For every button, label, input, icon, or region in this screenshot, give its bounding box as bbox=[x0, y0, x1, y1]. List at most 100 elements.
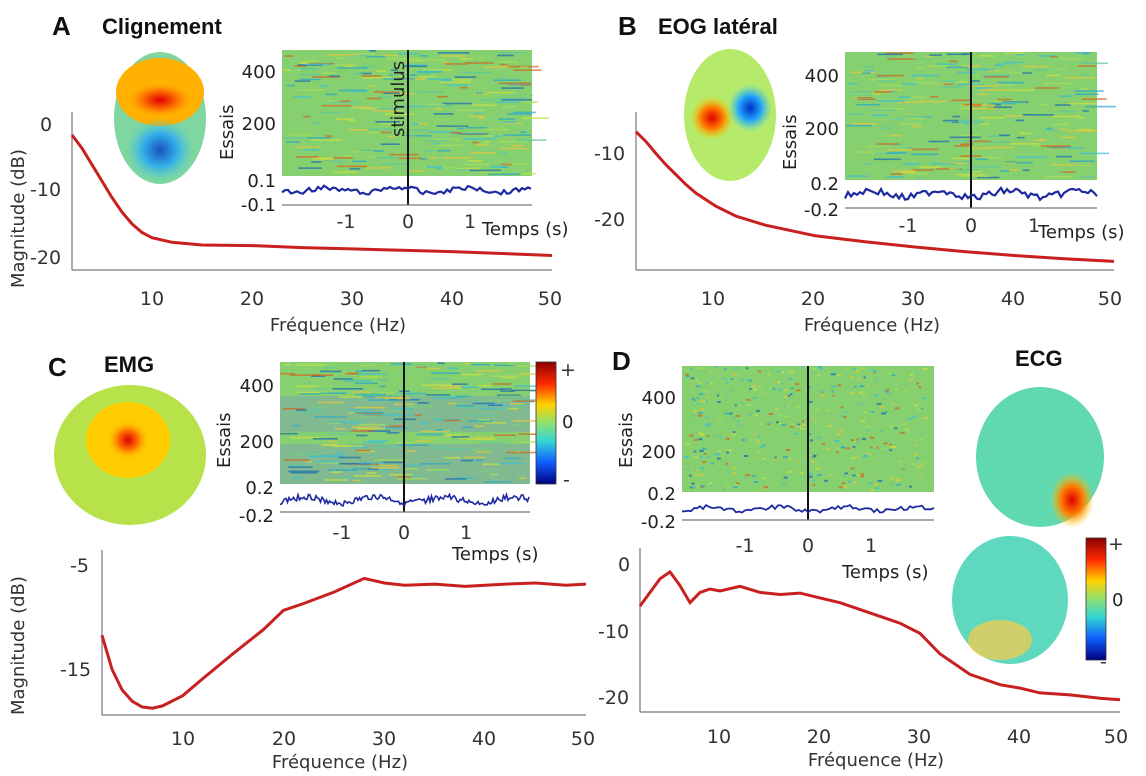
heatmap-cell bbox=[966, 107, 996, 110]
heatmap-cell bbox=[326, 433, 350, 435]
heatmap-cell bbox=[521, 117, 549, 119]
heatmap-cell bbox=[932, 83, 945, 86]
heatmap-cell bbox=[889, 134, 902, 137]
heatmap-cell bbox=[903, 117, 925, 120]
heatmap-cell bbox=[870, 446, 873, 449]
heatmap-cell bbox=[998, 101, 1027, 104]
heatmap-cell bbox=[913, 404, 918, 407]
heatmap-cell bbox=[462, 414, 494, 416]
heatmap-cell bbox=[874, 377, 878, 380]
heatmap-cell bbox=[457, 127, 464, 130]
heatmap-cell bbox=[847, 480, 852, 483]
heatmap-cell bbox=[1060, 110, 1076, 113]
heatmap-cell bbox=[288, 464, 303, 466]
heatmap-cell bbox=[873, 396, 878, 398]
heatmap-cell bbox=[437, 362, 445, 364]
heatmap-cell bbox=[1020, 92, 1028, 94]
heatmap-cell bbox=[886, 149, 912, 151]
heatmap-cell bbox=[776, 421, 780, 424]
heatmap-cell bbox=[354, 393, 386, 396]
heatmap-cell bbox=[910, 148, 939, 151]
heatmap-cell bbox=[691, 437, 696, 440]
heatmap-cell bbox=[356, 107, 377, 110]
psd-ylabel-c: Magnitude (dB) bbox=[8, 576, 29, 715]
heatmap-cell bbox=[483, 128, 509, 131]
heatmap-cell bbox=[810, 402, 815, 404]
heatmap-cell bbox=[348, 90, 368, 93]
heatmap-cell bbox=[368, 399, 394, 401]
heatmap-cell bbox=[690, 368, 693, 371]
heatmap-cell bbox=[490, 166, 506, 168]
time-tick: 1 bbox=[460, 522, 472, 544]
heatmap-cell bbox=[786, 398, 790, 401]
heatmap-cell bbox=[918, 166, 941, 168]
heatmap-cell bbox=[369, 50, 377, 52]
heatmap-cell bbox=[717, 417, 723, 420]
heatmap-cell bbox=[706, 423, 712, 425]
erp-ytick: 0.1 bbox=[247, 171, 276, 192]
heatmap-cell bbox=[896, 480, 900, 483]
heatmap-cell bbox=[880, 406, 885, 409]
erp-ytick: -0.2 bbox=[804, 200, 839, 221]
heatmap-cell bbox=[865, 429, 871, 432]
heatmap-cell bbox=[296, 409, 307, 411]
heatmap-cell bbox=[980, 89, 1008, 91]
heatmap-cell bbox=[863, 163, 872, 165]
heatmap-cell bbox=[518, 433, 544, 435]
heatmap-cell bbox=[401, 468, 419, 470]
heatmap-cell bbox=[388, 93, 414, 95]
heatmap-cell bbox=[708, 482, 713, 485]
heatmap-cell bbox=[717, 400, 721, 403]
heatmap-cell bbox=[382, 461, 404, 464]
heatmap-cell bbox=[314, 388, 326, 390]
heatmap-cell bbox=[850, 392, 855, 395]
heatmap-cell bbox=[730, 433, 736, 436]
heatmap-cell bbox=[732, 373, 737, 376]
heatmap-cell bbox=[747, 413, 752, 416]
heatmap-cell bbox=[353, 391, 371, 393]
heatmap-cell bbox=[351, 426, 380, 429]
heatmap-cell bbox=[884, 411, 888, 414]
heatmap-cell bbox=[905, 112, 913, 115]
psd-xlabel-d: Fréquence (Hz) bbox=[808, 750, 944, 771]
heatmap-cell bbox=[742, 477, 746, 480]
heatmap-cell bbox=[1080, 62, 1108, 65]
heatmap-cell bbox=[328, 75, 340, 77]
heatmap-cell bbox=[728, 380, 731, 383]
heatmap-cell bbox=[916, 382, 919, 385]
ytick-label: -10 bbox=[598, 621, 629, 643]
heatmap-cell bbox=[820, 394, 825, 397]
heatmap-cell bbox=[850, 467, 855, 470]
heatmap-cell bbox=[385, 426, 408, 429]
heatmap-cell bbox=[776, 370, 782, 373]
heatmap-cell bbox=[1065, 146, 1075, 149]
heatmap-cell bbox=[294, 65, 307, 67]
heatmap-cell bbox=[885, 56, 894, 59]
heatmap-cell bbox=[760, 446, 764, 449]
heatmap-cell bbox=[348, 119, 356, 122]
heatmap-cell bbox=[701, 400, 705, 403]
heatmap-cell bbox=[306, 140, 326, 142]
heatmap-cell bbox=[355, 416, 377, 419]
heatmap-cell bbox=[999, 134, 1011, 137]
heatmap-cell bbox=[1080, 74, 1091, 76]
heatmap-cell bbox=[818, 367, 823, 370]
heatmap-cell bbox=[464, 163, 489, 166]
heatmap-cell bbox=[311, 375, 325, 377]
heatmap-cell bbox=[956, 169, 980, 171]
heatmap-cell bbox=[822, 443, 825, 446]
heatmap-cell bbox=[311, 122, 323, 124]
heatmap-cell bbox=[918, 421, 923, 424]
heatmap-cell bbox=[722, 377, 728, 380]
heatmap-cell bbox=[394, 146, 406, 148]
heatmap-cell bbox=[949, 136, 981, 139]
heatmap-cell bbox=[359, 376, 383, 378]
heatmap-cell bbox=[1000, 170, 1009, 172]
heatmap-cell bbox=[399, 105, 424, 108]
heatmap-cell bbox=[494, 135, 501, 138]
heatmap-cell bbox=[855, 151, 888, 153]
heatmap-cell bbox=[475, 459, 485, 462]
heatmap-cell bbox=[761, 378, 765, 381]
heatmap-cell bbox=[997, 81, 1024, 84]
heatmap-cell bbox=[282, 61, 290, 64]
